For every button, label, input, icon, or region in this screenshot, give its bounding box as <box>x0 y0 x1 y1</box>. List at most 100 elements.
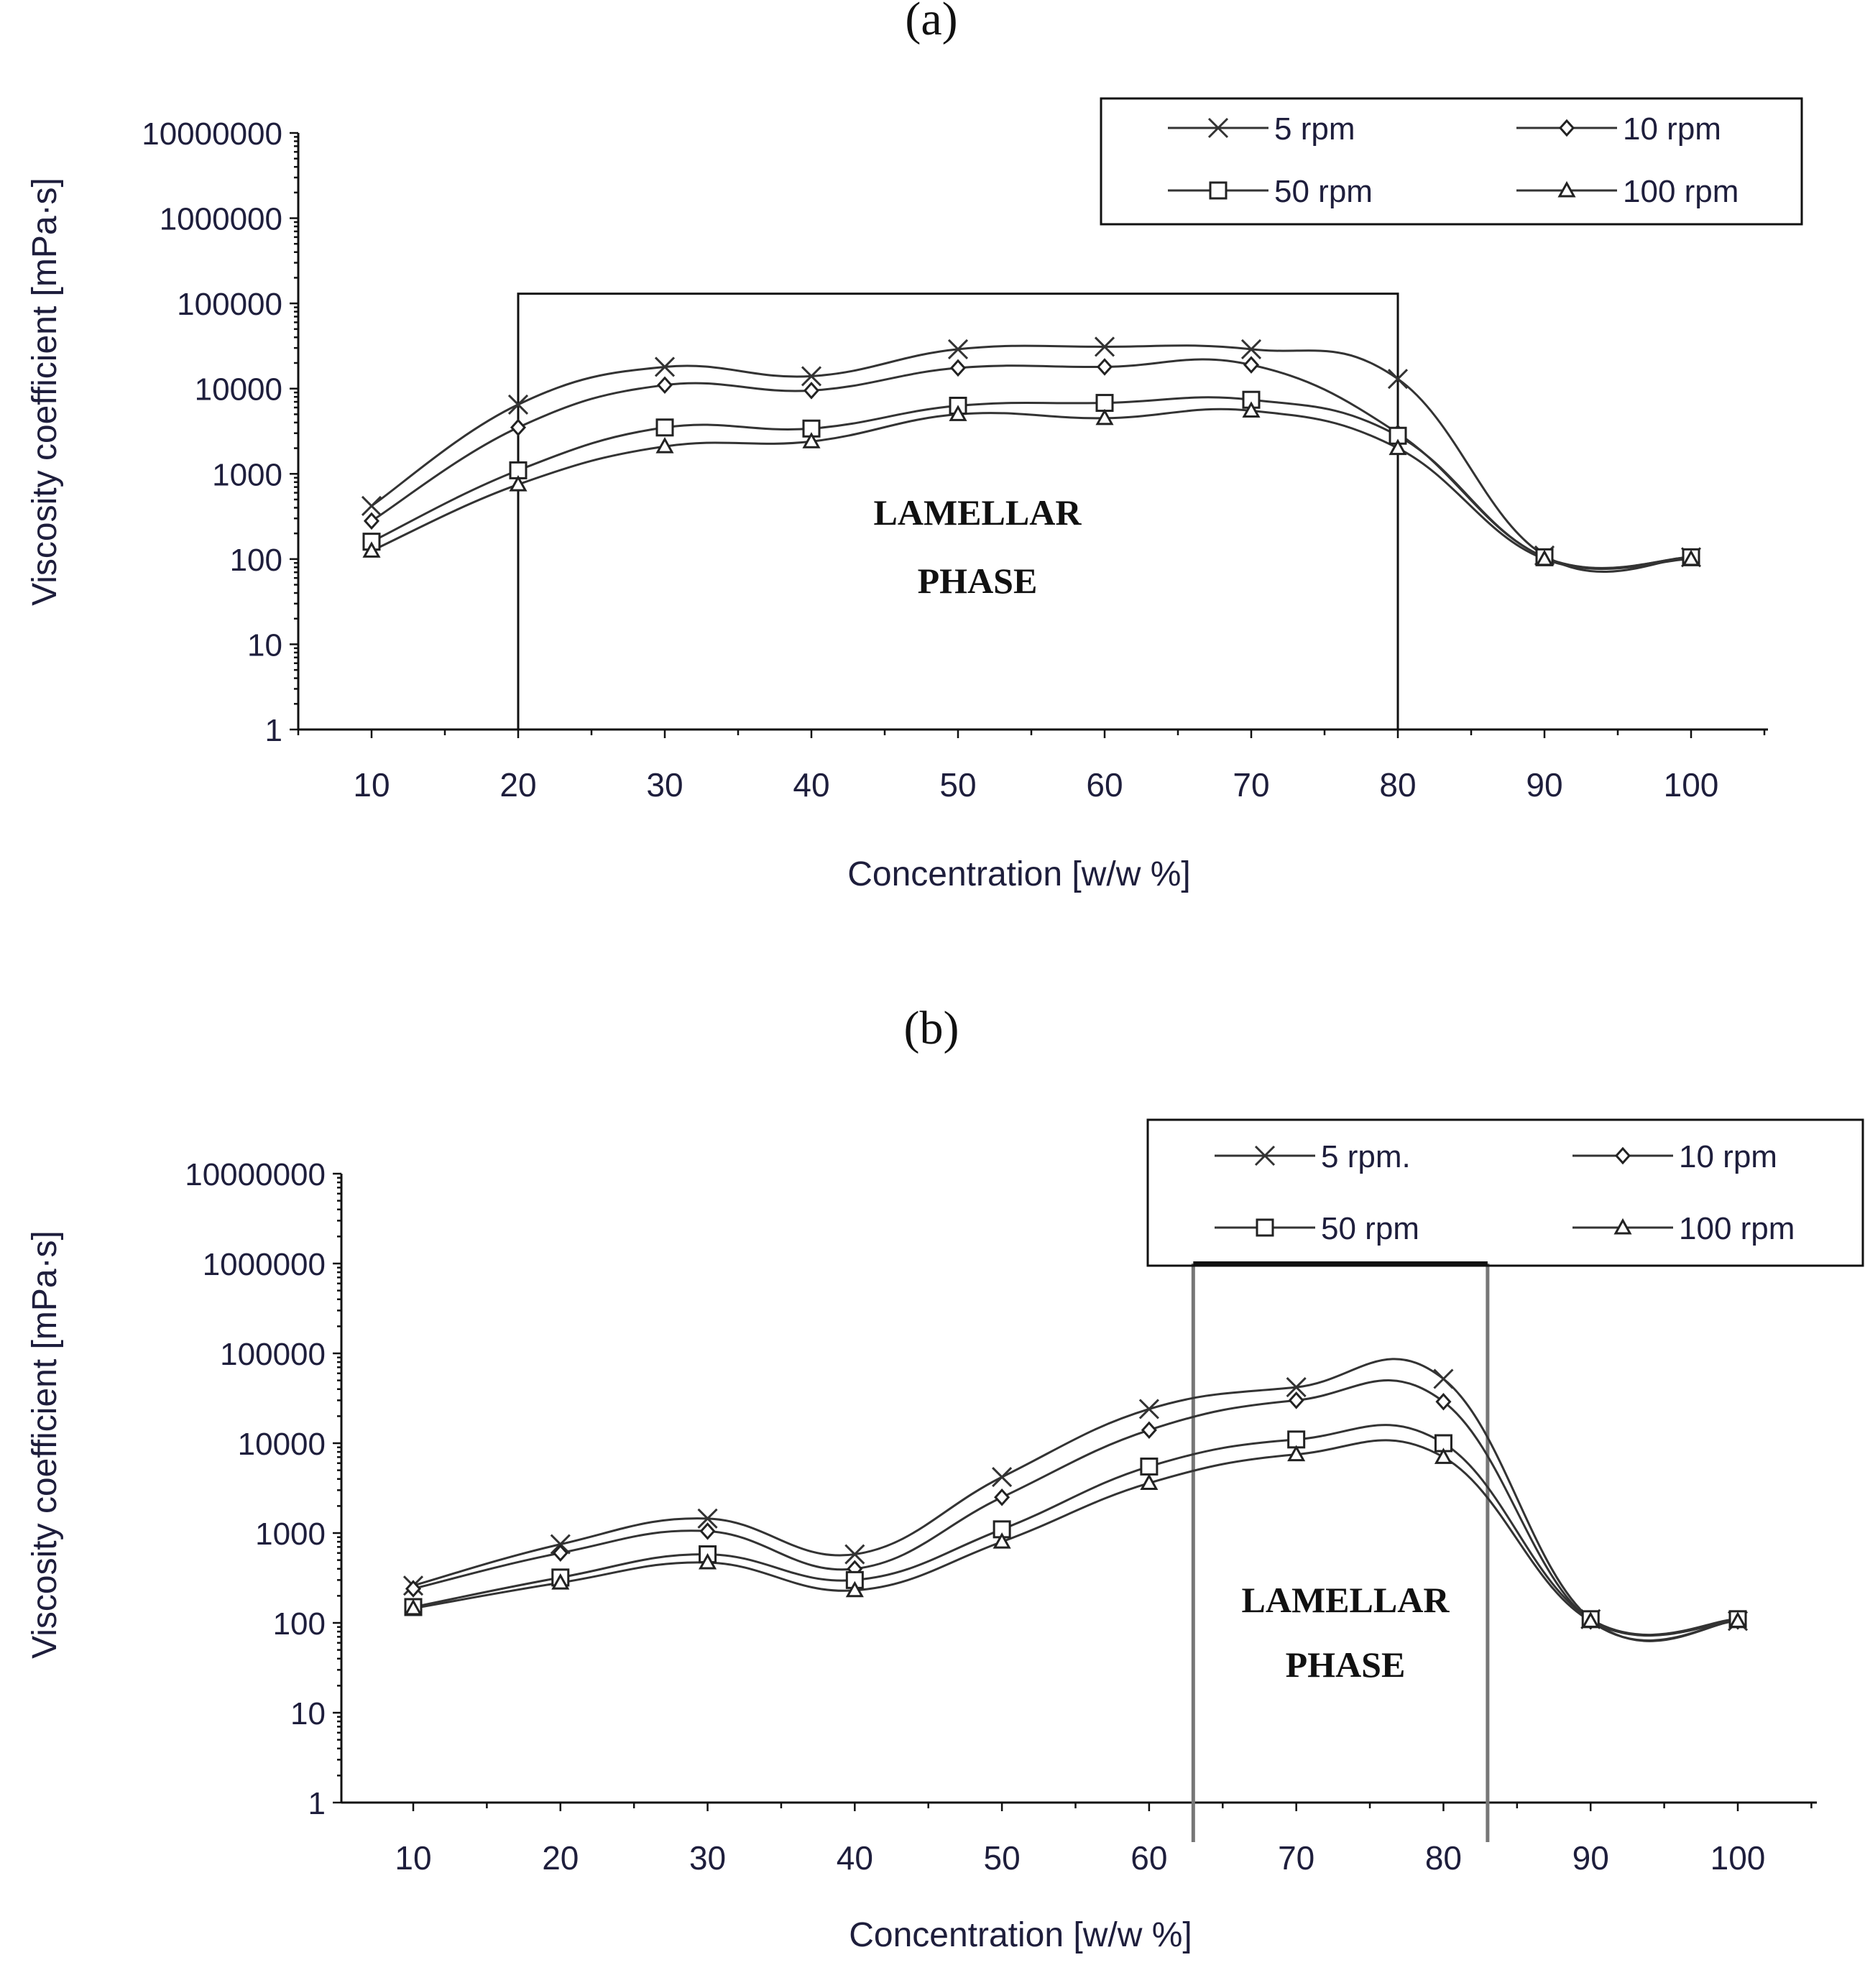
x-tick-label: 10 <box>395 1839 431 1877</box>
y-tick-label: 10000000 <box>142 116 282 152</box>
legend-marker-x <box>1207 117 1229 139</box>
data-point-diamond <box>1243 356 1260 374</box>
data-point-triangle <box>1389 438 1407 456</box>
y-tick-label: 1000 <box>255 1517 326 1552</box>
data-point-x <box>1286 1377 1307 1398</box>
legend-marker-diamond <box>1558 119 1575 137</box>
y-tick-label: 10000 <box>238 1427 326 1462</box>
x-tick-label: 40 <box>837 1839 873 1877</box>
data-point-triangle <box>802 432 821 448</box>
data-point-triangle <box>404 1598 423 1616</box>
data-point-triangle <box>845 1580 864 1598</box>
y-axis-title-a: Viscosity coefficient [mPa·s] <box>26 178 64 606</box>
y-tick-label: 1000000 <box>203 1247 326 1282</box>
x-tick-label: 100 <box>1710 1839 1766 1877</box>
data-point-diamond <box>552 1544 568 1562</box>
series-line-triangle <box>371 408 1692 571</box>
x-tick-label: 70 <box>1278 1839 1314 1877</box>
data-point-triangle <box>1095 408 1114 425</box>
legend-marker-x <box>1254 1145 1276 1166</box>
data-point-triangle <box>509 475 528 492</box>
lamellar-label-a-line1: LAMELLAR <box>874 492 1082 533</box>
x-tick-label: 50 <box>984 1839 1021 1877</box>
y-tick-label: 1 <box>308 1786 326 1821</box>
data-point-diamond <box>405 1580 422 1598</box>
data-point-x <box>844 1544 865 1565</box>
series-line-diamond <box>413 1379 1739 1642</box>
legend-label: 5 rpm. <box>1321 1139 1411 1174</box>
lamellar-label-b-line1: LAMELLAR <box>1242 1580 1450 1620</box>
data-point-x <box>697 1508 718 1529</box>
y-tick-label: 10 <box>247 627 282 663</box>
data-point-x <box>992 1467 1013 1488</box>
data-point-square <box>1095 394 1114 413</box>
legend-marker-square <box>1209 181 1228 200</box>
series-line-x <box>371 344 1692 573</box>
data-point-x <box>507 394 529 415</box>
data-point-triangle <box>1140 1473 1159 1490</box>
data-point-x <box>361 495 382 517</box>
legend-label: 10 rpm <box>1623 111 1721 147</box>
x-tick-label: 20 <box>542 1839 579 1877</box>
data-point-triangle <box>949 405 967 421</box>
x-tick-label: 30 <box>689 1839 726 1877</box>
data-point-triangle <box>655 436 674 454</box>
data-point-triangle <box>1728 1611 1747 1628</box>
data-point-diamond <box>656 376 673 395</box>
data-point-diamond <box>994 1488 1010 1506</box>
legend-label: 100 rpm <box>1623 174 1739 209</box>
x-tick-label: 80 <box>1425 1839 1462 1877</box>
legend-box-a <box>1100 97 1803 226</box>
chart-b: (b) 1 10 100 1000 10000 100000 1000000 10000000… <box>26 1002 1864 1954</box>
y-tick-label: 10000 <box>195 372 282 408</box>
data-point-x <box>1138 1399 1159 1419</box>
y-tick-label: 100 <box>230 543 282 578</box>
lamellar-label-b-line2: PHASE <box>1286 1644 1406 1685</box>
y-axis-title-b: Viscosity coefficient [mPa·s] <box>26 1230 64 1659</box>
x-tick-label: 10 <box>353 766 390 804</box>
legend-label: 10 rpm <box>1679 1139 1777 1174</box>
legend-marker-diamond <box>1614 1146 1631 1165</box>
legend-label: 5 rpm <box>1274 111 1355 147</box>
data-point-diamond <box>510 418 527 437</box>
data-point-diamond <box>803 382 820 400</box>
data-point-diamond <box>363 512 380 530</box>
data-point-triangle <box>362 541 381 558</box>
x-tick-label: 50 <box>939 766 976 804</box>
series-line-square <box>413 1424 1739 1637</box>
data-point-square <box>655 418 674 437</box>
data-point-x <box>1240 339 1262 359</box>
data-point-square <box>1140 1457 1159 1476</box>
y-tick-label: 10 <box>290 1696 326 1731</box>
data-point-square <box>1287 1430 1306 1449</box>
legend-marker-square <box>1256 1218 1274 1237</box>
panel-label-b: (b) <box>904 1002 959 1054</box>
chart-a: (a) 1 10 100 1000 10000 100000 1000000 10000000… <box>26 0 1803 893</box>
series-line-x <box>413 1358 1739 1642</box>
data-point-x <box>1094 336 1115 357</box>
data-point-diamond <box>699 1522 716 1540</box>
y-tick-label: 1 <box>265 713 282 748</box>
data-point-triangle <box>1242 401 1261 418</box>
y-tick-label: 100 <box>273 1606 326 1642</box>
y-tick-label: 100000 <box>177 287 282 322</box>
series-line-triangle <box>413 1439 1739 1637</box>
x-axis-title-b: Concentration [w/w %] <box>849 1916 1192 1954</box>
data-point-triangle <box>993 1532 1011 1549</box>
data-point-diamond <box>1435 1392 1452 1411</box>
x-tick-label: 60 <box>1086 766 1123 804</box>
y-tick-label: 1000000 <box>160 202 282 237</box>
data-point-triangle <box>1535 549 1554 566</box>
x-tick-label: 90 <box>1526 766 1562 804</box>
lamellar-phase-region-b <box>1191 1261 1490 1842</box>
x-tick-label: 20 <box>499 766 536 804</box>
data-point-x <box>801 366 822 387</box>
y-tick-label: 1000 <box>212 457 282 492</box>
data-point-triangle <box>1682 549 1700 566</box>
lamellar-phase-region-a <box>517 293 1399 731</box>
data-point-x <box>1433 1368 1454 1389</box>
x-tick-label: 90 <box>1572 1839 1609 1877</box>
series-line-square <box>371 396 1692 569</box>
data-point-diamond <box>1096 358 1113 376</box>
